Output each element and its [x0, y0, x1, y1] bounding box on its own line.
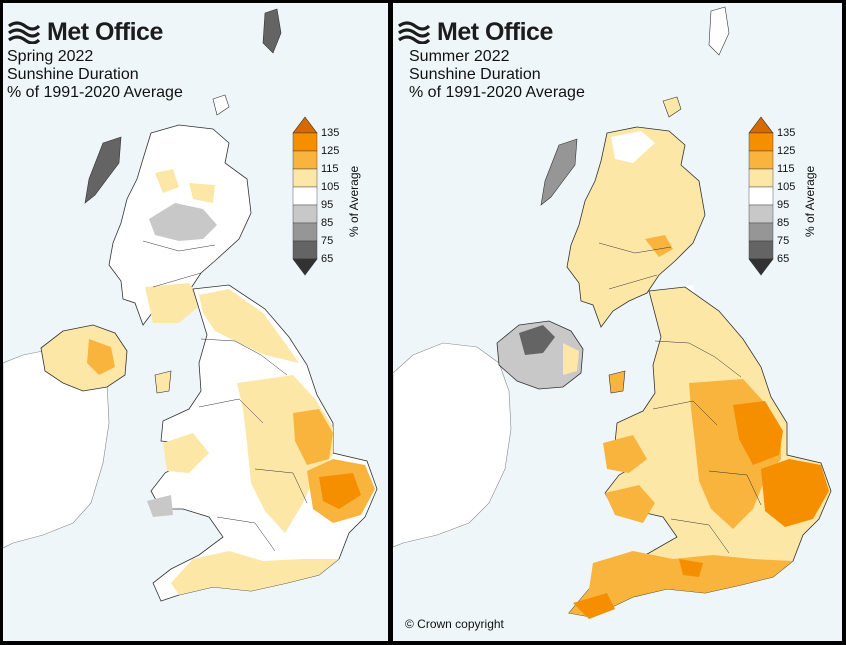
legend-bin — [292, 204, 318, 224]
legend-axis-label: % of Average — [803, 165, 817, 237]
legend-tick: 75 — [777, 235, 790, 247]
legend: 135 125 115 105 95 85 75 65 % of Average — [291, 115, 371, 277]
legend-tick: 65 — [777, 253, 790, 265]
legend-tick: 85 — [777, 217, 790, 229]
legend-tick: 115 — [321, 163, 339, 175]
legend-bin — [748, 222, 774, 242]
map-subtitle: Sunshine Duration — [409, 66, 541, 83]
ireland-land — [393, 342, 512, 548]
legend-over-arrow — [748, 116, 774, 134]
legend-tick: 95 — [777, 199, 790, 211]
map-subtitle: Sunshine Duration — [7, 66, 139, 83]
legend-bin — [292, 150, 318, 170]
legend-tick: 105 — [777, 181, 796, 193]
legend-bin — [292, 186, 318, 206]
legend-bin — [748, 168, 774, 188]
map-titles: Spring 2022 Sunshine Duration % of 1991-… — [7, 48, 183, 102]
map-caption: % of 1991-2020 Average — [409, 84, 585, 101]
legend-tick: 125 — [321, 145, 340, 157]
shetland — [262, 8, 282, 54]
legend-bin — [292, 132, 318, 152]
legend-tick: 95 — [321, 199, 334, 211]
legend-axis-label: % of Average — [347, 165, 361, 237]
legend-tick: 85 — [321, 217, 334, 229]
legend-tick: 125 — [777, 145, 796, 157]
legend-tick: 115 — [777, 163, 795, 175]
map-titles: Summer 2022 Sunshine Duration % of 1991-… — [409, 48, 585, 102]
legend-tick: 75 — [321, 235, 334, 247]
met-office-waves-icon — [398, 21, 431, 44]
western-isles — [540, 138, 578, 206]
legend-tick: 105 — [321, 181, 340, 193]
met-office-logo: Met Office — [7, 17, 163, 46]
legend-bin — [748, 204, 774, 224]
legend-bin — [292, 222, 318, 242]
legend-bin — [748, 186, 774, 206]
western-isles — [84, 136, 122, 204]
map-panel-spring: Met Office Spring 2022 Sunshine Duration… — [3, 3, 388, 641]
orkney — [662, 96, 682, 118]
met-office-logo: Met Office — [397, 17, 553, 46]
uk-map-summer — [393, 6, 832, 619]
legend-bin — [748, 150, 774, 170]
shetland — [708, 6, 730, 56]
legend-colorbar — [748, 116, 774, 276]
legend-colorbar — [292, 116, 318, 276]
legend-bin — [748, 132, 774, 152]
legend-bin — [292, 168, 318, 188]
legend-tick: 65 — [321, 253, 334, 265]
legend-tick: 135 — [777, 127, 796, 139]
map-caption: % of 1991-2020 Average — [7, 84, 183, 101]
map-title: Spring 2022 — [7, 48, 94, 65]
legend-under-arrow — [748, 258, 774, 276]
legend-tick: 135 — [321, 127, 340, 139]
brand-name: Met Office — [437, 17, 553, 46]
legend-bin — [748, 240, 774, 260]
orkney — [212, 94, 230, 116]
copyright-notice: © Crown copyright — [405, 617, 504, 631]
northern-ireland — [40, 324, 128, 392]
legend-over-arrow — [292, 116, 318, 134]
brand-name: Met Office — [47, 17, 163, 46]
legend: 135 125 115 105 95 85 75 65 % of Average — [747, 115, 827, 277]
map-panel-summer: Met Office Summer 2022 Sunshine Duration… — [393, 3, 842, 641]
met-office-waves-icon — [8, 21, 41, 44]
scotland — [566, 126, 706, 328]
northern-ireland — [496, 320, 584, 390]
legend-bin — [292, 240, 318, 260]
map-title: Summer 2022 — [409, 48, 510, 65]
legend-under-arrow — [292, 258, 318, 276]
uk-map-spring — [3, 8, 378, 602]
